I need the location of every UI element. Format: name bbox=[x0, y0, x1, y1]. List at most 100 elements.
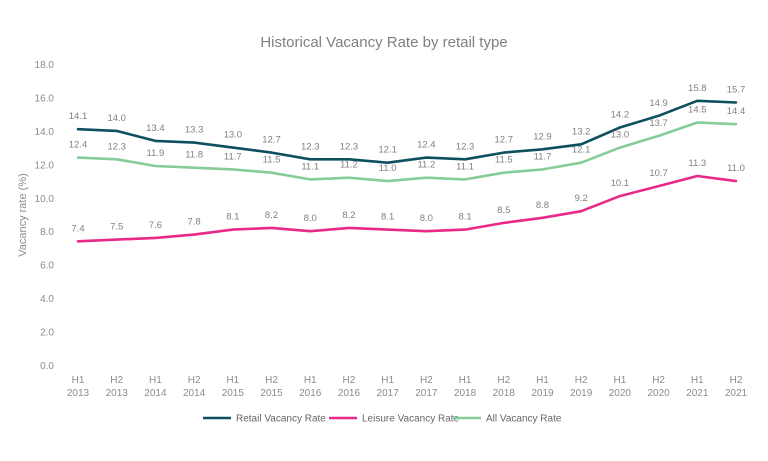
x-tick-half: H1 bbox=[149, 375, 162, 386]
data-label-all-vacancy-rate: 14.4 bbox=[727, 106, 746, 117]
data-label-retail-vacancy-rate: 14.9 bbox=[649, 98, 668, 109]
x-tick-half: H2 bbox=[420, 375, 433, 386]
x-tick-half: H1 bbox=[613, 375, 626, 386]
data-label-leisure-vacancy-rate: 11.0 bbox=[727, 163, 745, 174]
data-label-leisure-vacancy-rate: 8.0 bbox=[420, 213, 433, 224]
data-label-leisure-vacancy-rate: 8.0 bbox=[304, 213, 317, 224]
data-label-all-vacancy-rate: 11.7 bbox=[534, 151, 552, 162]
data-label-retail-vacancy-rate: 12.9 bbox=[533, 131, 552, 142]
y-axis-label: Vacancy rate (%) bbox=[17, 173, 29, 257]
data-label-all-vacancy-rate: 11.9 bbox=[147, 148, 165, 159]
x-tick-year: 2014 bbox=[183, 388, 206, 399]
data-labels: 14.1 14.0 13.4 13.3 13.0 12.7 12.3 12.3 12.1 12.4… bbox=[69, 83, 746, 234]
x-tick-half: H1 bbox=[304, 375, 317, 386]
data-label-retail-vacancy-rate: 14.2 bbox=[611, 110, 630, 121]
x-tick-year: 2019 bbox=[570, 388, 593, 399]
data-label-leisure-vacancy-rate: 8.1 bbox=[381, 212, 394, 223]
x-tick-year: 2015 bbox=[260, 388, 283, 399]
x-tick-half: H2 bbox=[188, 375, 201, 386]
x-tick-year: 2014 bbox=[144, 388, 167, 399]
chart-title: Historical Vacancy Rate by retail type bbox=[260, 34, 507, 51]
series-lines bbox=[76, 99, 738, 243]
x-tick-year: 2018 bbox=[493, 388, 516, 399]
y-tick-label: 6.0 bbox=[40, 261, 54, 272]
x-tick-year: 2020 bbox=[609, 388, 632, 399]
data-label-leisure-vacancy-rate: 9.2 bbox=[575, 193, 588, 204]
data-label-retail-vacancy-rate: 12.3 bbox=[456, 141, 475, 152]
legend: Retail Vacancy Rate Leisure Vacancy Rate A… bbox=[203, 414, 562, 425]
x-axis-ticks: H1 2013 H2 2013 H1 2014 H2 2014 H1 2015 H2 2015 H1 20… bbox=[67, 375, 748, 399]
data-label-all-vacancy-rate: 11.8 bbox=[185, 150, 203, 161]
data-label-retail-vacancy-rate: 12.3 bbox=[301, 141, 320, 152]
x-tick-year: 2021 bbox=[725, 388, 748, 399]
series-line-leisure-vacancy-rate bbox=[76, 174, 738, 243]
y-tick-label: 4.0 bbox=[40, 294, 54, 305]
data-label-retail-vacancy-rate: 13.0 bbox=[224, 130, 243, 141]
data-label-all-vacancy-rate: 11.7 bbox=[224, 151, 242, 162]
x-tick-half: H2 bbox=[575, 375, 588, 386]
data-label-leisure-vacancy-rate: 7.4 bbox=[71, 223, 84, 234]
data-label-retail-vacancy-rate: 14.1 bbox=[69, 111, 88, 122]
x-tick-year: 2017 bbox=[377, 388, 400, 399]
x-tick-year: 2015 bbox=[222, 388, 245, 399]
data-label-leisure-vacancy-rate: 7.5 bbox=[110, 222, 123, 233]
data-label-retail-vacancy-rate: 13.4 bbox=[146, 123, 165, 134]
x-tick-year: 2021 bbox=[686, 388, 709, 399]
series-line-retail-vacancy-rate bbox=[76, 99, 738, 164]
data-label-retail-vacancy-rate: 14.0 bbox=[107, 113, 126, 124]
x-tick-half: H2 bbox=[110, 375, 123, 386]
data-label-leisure-vacancy-rate: 10.7 bbox=[649, 168, 668, 179]
data-label-leisure-vacancy-rate: 8.1 bbox=[226, 212, 239, 223]
data-label-all-vacancy-rate: 11.1 bbox=[301, 161, 319, 172]
data-label-leisure-vacancy-rate: 10.1 bbox=[611, 178, 630, 189]
x-tick-half: H2 bbox=[497, 375, 510, 386]
legend-entry: Retail Vacancy Rate bbox=[236, 414, 326, 425]
y-tick-label: 12.0 bbox=[35, 160, 55, 171]
data-label-retail-vacancy-rate: 12.1 bbox=[378, 145, 397, 156]
data-label-all-vacancy-rate: 11.5 bbox=[263, 155, 281, 166]
data-label-retail-vacancy-rate: 12.7 bbox=[495, 135, 514, 146]
data-label-retail-vacancy-rate: 15.8 bbox=[688, 83, 707, 94]
x-tick-year: 2016 bbox=[338, 388, 361, 399]
data-label-retail-vacancy-rate: 12.3 bbox=[340, 141, 359, 152]
data-label-leisure-vacancy-rate: 8.8 bbox=[536, 200, 549, 211]
x-tick-half: H2 bbox=[652, 375, 665, 386]
x-tick-year: 2016 bbox=[299, 388, 322, 399]
data-label-retail-vacancy-rate: 13.2 bbox=[572, 126, 591, 137]
x-tick-half: H1 bbox=[381, 375, 394, 386]
x-tick-half: H1 bbox=[691, 375, 704, 386]
x-tick-half: H1 bbox=[536, 375, 549, 386]
data-label-all-vacancy-rate: 12.1 bbox=[572, 145, 591, 156]
data-label-retail-vacancy-rate: 12.4 bbox=[417, 140, 436, 151]
data-label-leisure-vacancy-rate: 7.8 bbox=[188, 217, 201, 228]
y-tick-label: 16.0 bbox=[35, 93, 55, 104]
y-tick-label: 18.0 bbox=[35, 60, 55, 71]
x-tick-year: 2018 bbox=[454, 388, 477, 399]
legend-entry: Leisure Vacancy Rate bbox=[362, 414, 460, 425]
y-tick-label: 0.0 bbox=[40, 361, 54, 372]
data-label-all-vacancy-rate: 12.4 bbox=[69, 140, 88, 151]
data-label-leisure-vacancy-rate: 11.3 bbox=[688, 158, 706, 169]
y-tick-label: 2.0 bbox=[40, 328, 54, 339]
series-line-all-vacancy-rate bbox=[76, 121, 738, 183]
x-tick-half: H1 bbox=[459, 375, 472, 386]
x-tick-year: 2013 bbox=[106, 388, 129, 399]
data-label-all-vacancy-rate: 13.7 bbox=[649, 118, 668, 129]
legend-entry: All Vacancy Rate bbox=[486, 414, 562, 425]
y-axis-ticks: 0.0 2.0 4.0 6.0 8.0 10.0 12.0 14.0 16.0 18.0 bbox=[35, 60, 55, 372]
data-label-all-vacancy-rate: 14.5 bbox=[688, 105, 707, 116]
data-label-leisure-vacancy-rate: 8.2 bbox=[342, 210, 355, 221]
x-tick-year: 2020 bbox=[647, 388, 670, 399]
x-tick-year: 2017 bbox=[415, 388, 438, 399]
data-label-leisure-vacancy-rate: 7.6 bbox=[149, 220, 162, 231]
data-label-all-vacancy-rate: 11.2 bbox=[417, 160, 435, 171]
data-label-all-vacancy-rate: 11.0 bbox=[379, 163, 397, 174]
data-label-retail-vacancy-rate: 12.7 bbox=[262, 135, 281, 146]
x-tick-half: H1 bbox=[72, 375, 85, 386]
y-tick-label: 8.0 bbox=[40, 227, 54, 238]
data-label-retail-vacancy-rate: 13.3 bbox=[185, 125, 204, 136]
data-label-all-vacancy-rate: 11.5 bbox=[495, 155, 513, 166]
data-label-all-vacancy-rate: 11.1 bbox=[456, 161, 474, 172]
